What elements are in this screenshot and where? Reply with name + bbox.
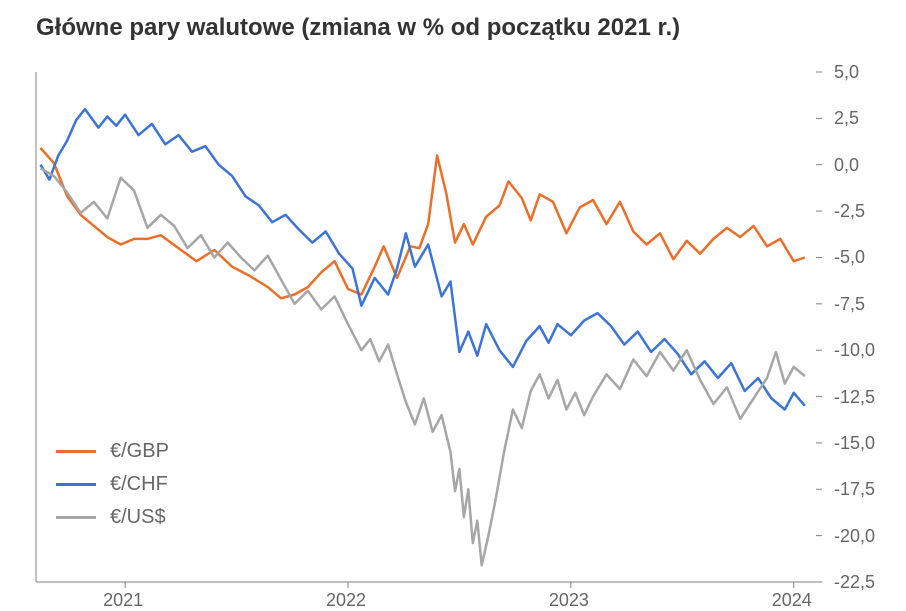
y-tick-label: -2,5 xyxy=(834,201,865,222)
legend-label: €/GBP xyxy=(110,440,169,463)
legend-label: €/US$ xyxy=(110,506,166,529)
y-tick-label: 5,0 xyxy=(834,62,859,83)
legend-item: €/US$ xyxy=(56,506,169,529)
y-tick-label: -15,0 xyxy=(834,433,875,454)
x-tick-label: 2023 xyxy=(549,590,589,611)
y-tick-label: -12,5 xyxy=(834,387,875,408)
x-tick-label: 2022 xyxy=(326,590,366,611)
y-tick-label: -17,5 xyxy=(834,479,875,500)
legend-item: €/CHF xyxy=(56,473,169,496)
chart-title: Główne pary walutowe (zmiana w % od pocz… xyxy=(36,14,680,42)
currency-chart: Główne pary walutowe (zmiana w % od pocz… xyxy=(0,0,906,610)
series-line xyxy=(41,148,805,298)
y-tick-label: -20,0 xyxy=(834,526,875,547)
series-line xyxy=(41,109,805,409)
legend-swatch xyxy=(56,450,96,453)
legend-item: €/GBP xyxy=(56,440,169,463)
y-tick-label: -10,0 xyxy=(834,340,875,361)
legend-label: €/CHF xyxy=(110,473,168,496)
legend: €/GBP €/CHF €/US$ xyxy=(56,440,169,539)
y-tick-label: -22,5 xyxy=(834,572,875,593)
y-tick-label: -5,0 xyxy=(834,247,865,268)
x-tick-label: 2024 xyxy=(772,590,812,611)
y-tick-label: -7,5 xyxy=(834,294,865,315)
y-tick-label: 2,5 xyxy=(834,108,859,129)
x-tick-label: 2021 xyxy=(103,590,143,611)
legend-swatch xyxy=(56,516,96,519)
y-tick-label: 0,0 xyxy=(834,155,859,176)
legend-swatch xyxy=(56,483,96,486)
